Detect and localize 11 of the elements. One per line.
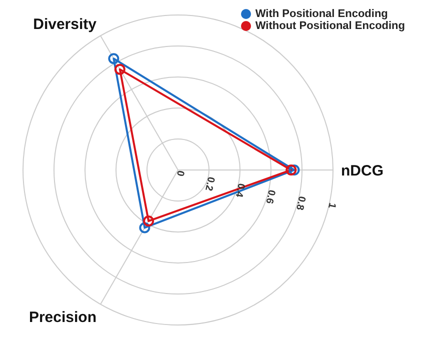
y-tick-label: 0.8 — [293, 195, 308, 212]
y-tick-label: 0.4 — [232, 182, 246, 199]
y-tick-label: 0.2 — [202, 176, 216, 192]
spoke-label: Precision — [28, 308, 96, 326]
y-tick-label: 0 — [174, 169, 186, 178]
spoke-label: nDCG — [341, 162, 384, 180]
y-tick-label: 1 — [325, 202, 338, 210]
y-tick-label: 0.6 — [263, 188, 277, 206]
legend-label: With Positional Encoding — [255, 8, 388, 20]
spoke-label: Diversity — [33, 16, 98, 33]
legend-label: Without Positional Encoding — [255, 20, 405, 32]
